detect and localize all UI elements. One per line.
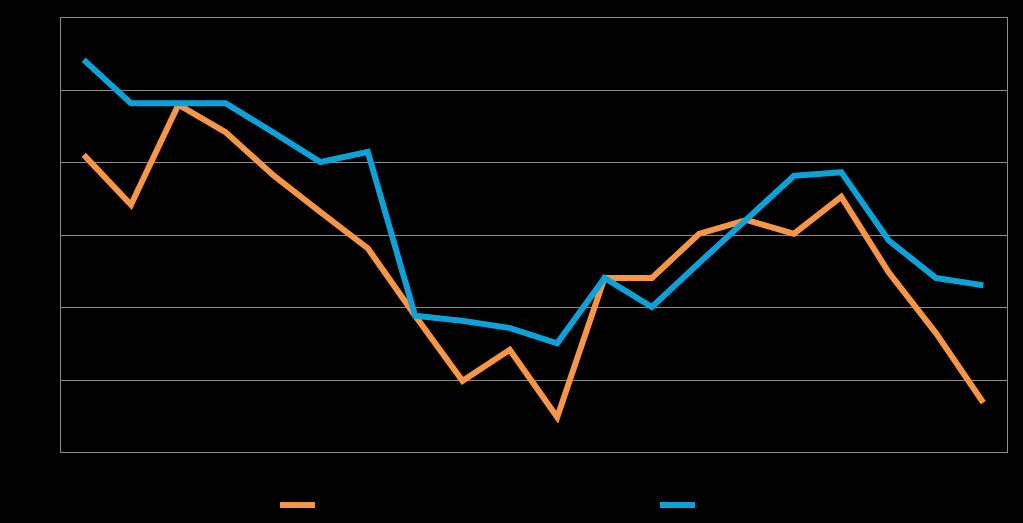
series-line xyxy=(81,100,986,424)
series-line xyxy=(81,57,984,347)
